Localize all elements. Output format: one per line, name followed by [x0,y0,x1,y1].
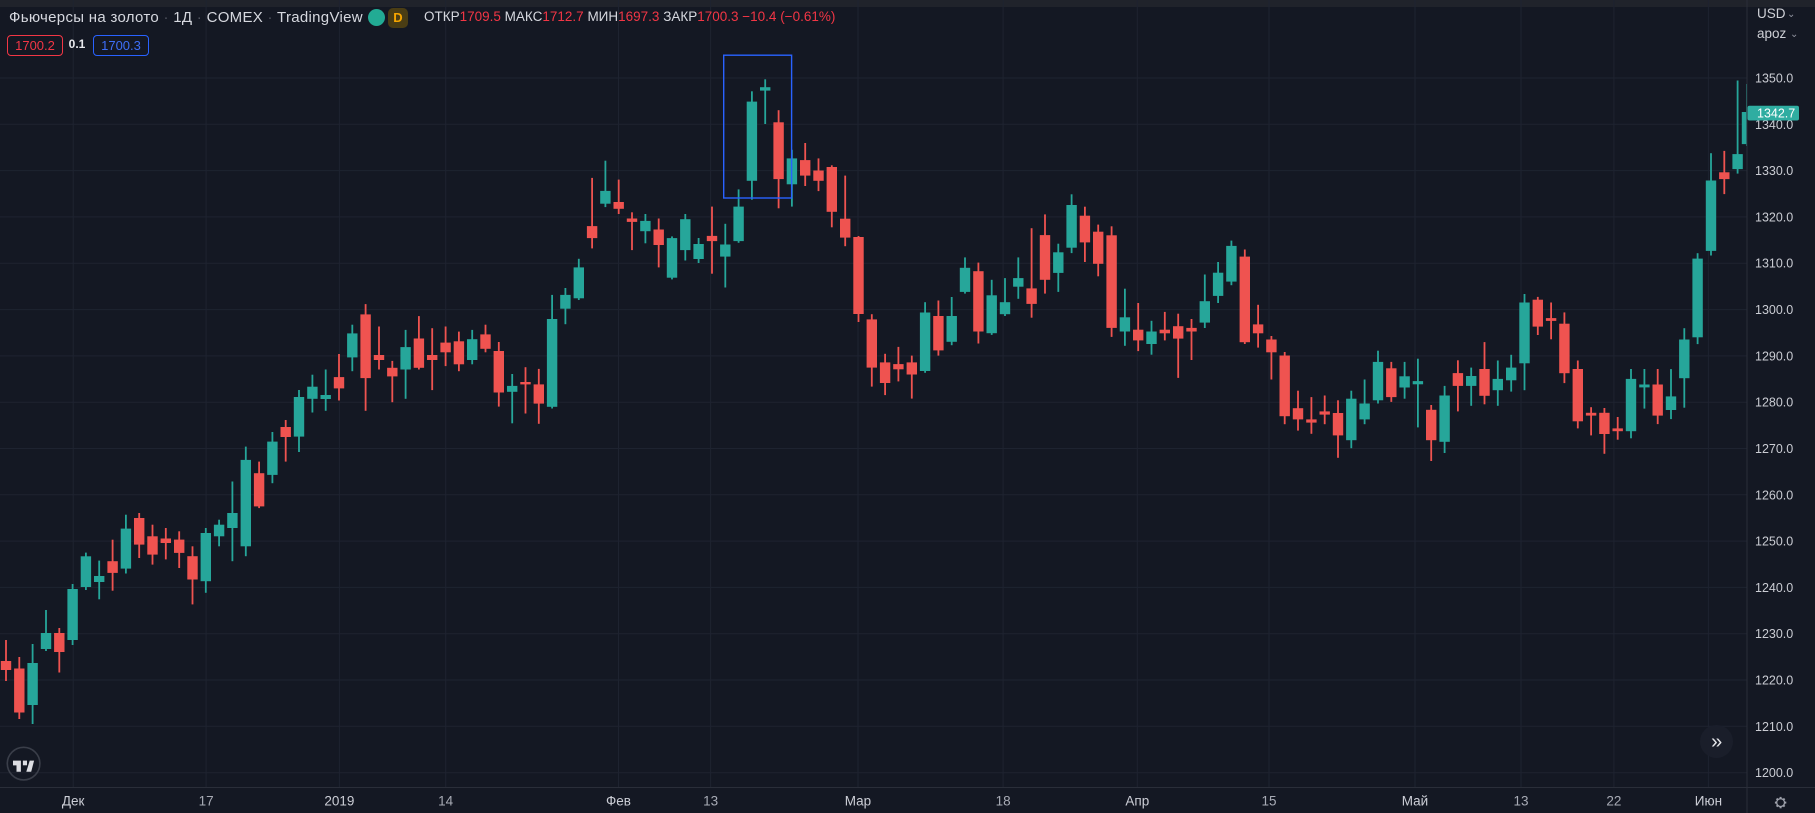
svg-text:Апр: Апр [1125,794,1149,809]
svg-text:1320.0: 1320.0 [1755,210,1793,224]
svg-text:1280.0: 1280.0 [1755,396,1793,410]
svg-text:1350.0: 1350.0 [1755,72,1793,86]
svg-text:Мар: Мар [845,794,871,809]
svg-text:17: 17 [199,794,214,809]
svg-text:15: 15 [1261,794,1276,809]
svg-text:Май: Май [1402,794,1428,809]
svg-text:1310.0: 1310.0 [1755,257,1793,271]
svg-text:14: 14 [438,794,454,809]
svg-text:1300.0: 1300.0 [1755,303,1793,317]
svg-text:Дек: Дек [62,794,85,809]
svg-text:⌄: ⌄ [1787,9,1795,20]
svg-text:18: 18 [996,794,1011,809]
svg-text:1200.0: 1200.0 [1755,766,1793,780]
svg-text:13: 13 [703,794,718,809]
svg-text:1230.0: 1230.0 [1755,627,1793,641]
svg-text:»: » [1711,731,1722,753]
svg-text:2019: 2019 [324,794,354,809]
svg-text:⌄: ⌄ [1790,29,1798,40]
svg-text:1220.0: 1220.0 [1755,674,1793,688]
svg-text:1260.0: 1260.0 [1755,488,1793,502]
svg-text:USD: USD [1757,6,1786,21]
svg-text:1250.0: 1250.0 [1755,535,1793,549]
svg-text:1210.0: 1210.0 [1755,720,1793,734]
svg-text:1330.0: 1330.0 [1755,164,1793,178]
svg-text:1240.0: 1240.0 [1755,581,1793,595]
svg-text:1290.0: 1290.0 [1755,349,1793,363]
svg-text:Фев: Фев [606,794,631,809]
svg-text:apoz: apoz [1757,26,1787,41]
svg-text:13: 13 [1513,794,1528,809]
svg-text:Июн: Июн [1695,794,1722,809]
svg-text:1270.0: 1270.0 [1755,442,1793,456]
svg-text:1342.7: 1342.7 [1757,106,1795,120]
svg-text:1340.0: 1340.0 [1755,118,1793,132]
svg-text:22: 22 [1606,794,1621,809]
